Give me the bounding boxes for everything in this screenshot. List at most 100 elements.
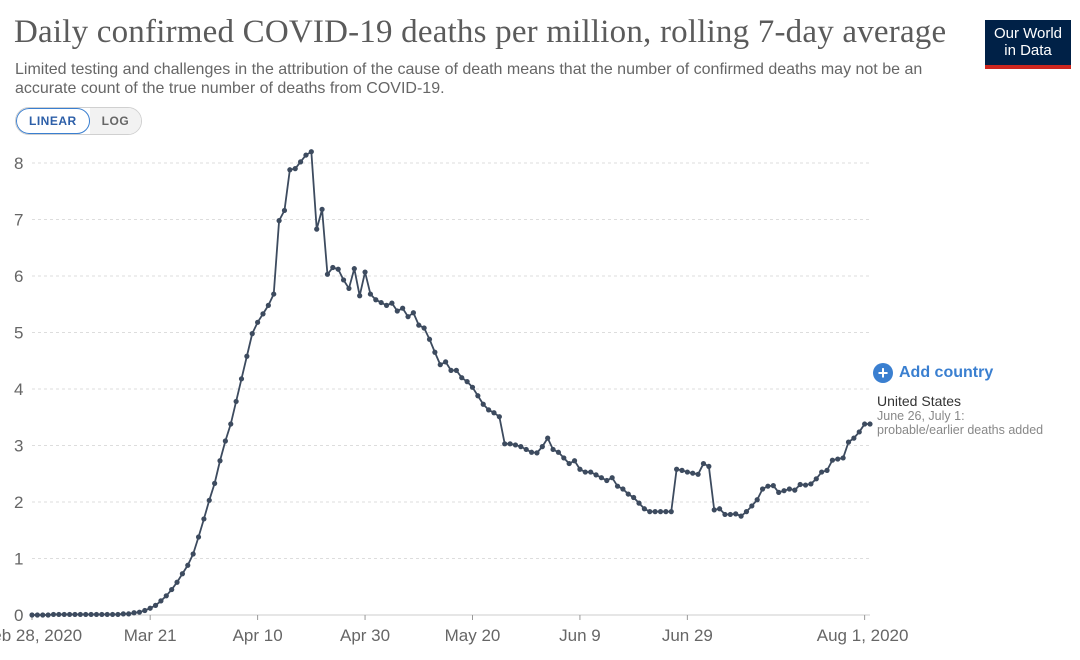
data-point	[743, 509, 750, 515]
data-point	[190, 551, 196, 557]
x-tick-label-1: Mar 21	[124, 626, 177, 645]
data-point	[733, 511, 739, 517]
data-point	[244, 353, 250, 359]
data-point	[480, 401, 486, 407]
data-point	[324, 271, 331, 277]
data-point	[459, 375, 465, 381]
data-point	[206, 497, 212, 503]
data-point	[362, 269, 368, 275]
grid-lines	[32, 162, 870, 559]
data-point	[727, 511, 733, 518]
chart-title: Daily confirmed COVID-19 deaths per mill…	[14, 14, 947, 50]
data-point	[340, 277, 347, 283]
data-point	[754, 497, 760, 503]
data-point	[690, 470, 696, 476]
data-point	[104, 611, 110, 618]
data-point	[813, 476, 819, 482]
scale-toggle: LINEAR LOG	[15, 107, 143, 135]
data-point	[550, 446, 556, 453]
data-point	[534, 450, 540, 456]
data-point	[851, 435, 857, 441]
data-point	[303, 152, 309, 158]
data-point	[72, 611, 78, 618]
data-point	[351, 266, 357, 272]
data-point	[249, 331, 255, 337]
data-point	[383, 302, 390, 308]
data-point	[426, 336, 433, 342]
data-point	[448, 367, 454, 373]
data-point	[228, 421, 234, 427]
data-point	[711, 507, 717, 513]
series-label: United States June 26, July 1: probable/…	[877, 393, 1077, 437]
data-point	[416, 322, 422, 328]
data-point	[136, 609, 143, 615]
data-point	[679, 467, 685, 473]
data-point	[512, 442, 519, 448]
data-point	[604, 477, 610, 484]
data-point	[276, 218, 282, 224]
x-tick-label-3: Apr 30	[340, 626, 390, 645]
data-point	[835, 456, 841, 462]
data-point	[126, 611, 132, 617]
data-point	[641, 506, 647, 512]
data-point	[759, 486, 766, 492]
data-point	[765, 483, 771, 489]
series-name: United States	[877, 393, 962, 409]
data-point	[802, 482, 809, 488]
data-point	[657, 509, 664, 515]
data-point	[443, 359, 449, 365]
data-point	[571, 458, 578, 464]
data-point	[201, 516, 207, 522]
linear-scale-button[interactable]: LINEAR	[16, 108, 90, 134]
data-point	[271, 291, 277, 297]
data-point	[88, 611, 94, 618]
data-point	[781, 488, 787, 494]
data-point	[668, 509, 674, 515]
data-point	[566, 460, 572, 467]
data-point	[115, 611, 121, 618]
data-point	[674, 466, 680, 472]
y-tick-label-6: 6	[14, 267, 23, 286]
series-line	[32, 150, 870, 616]
data-point	[373, 297, 379, 303]
data-point	[67, 611, 73, 618]
data-point	[195, 534, 202, 540]
data-point	[61, 611, 67, 618]
data-point	[29, 612, 35, 618]
data-point	[346, 285, 352, 292]
data-point	[308, 149, 314, 155]
data-point	[77, 611, 83, 618]
data-point	[738, 513, 744, 519]
series-annotation: June 26, July 1: probable/earlier deaths…	[877, 409, 1044, 437]
x-tick-label-4: May 20	[445, 626, 501, 645]
data-point	[142, 607, 148, 614]
data-point	[152, 602, 159, 608]
data-point	[749, 503, 755, 509]
data-point	[158, 598, 164, 604]
data-point	[797, 481, 803, 488]
data-point	[185, 562, 191, 568]
data-point	[255, 319, 261, 325]
data-point	[131, 610, 137, 616]
data-point	[829, 457, 836, 463]
data-point	[663, 509, 669, 515]
data-point	[238, 376, 245, 382]
data-point	[856, 429, 862, 435]
logo-line-1: Our World	[993, 25, 1063, 42]
data-point	[824, 467, 830, 473]
series-united-states	[29, 149, 873, 618]
data-point	[620, 486, 626, 492]
data-point	[421, 325, 427, 331]
owid-logo[interactable]: Our World in Data	[985, 20, 1071, 69]
y-tick-label-5: 5	[14, 324, 23, 343]
x-tick-label-6: Jun 29	[662, 626, 713, 645]
data-point	[507, 441, 513, 447]
data-point	[862, 421, 868, 427]
x-tick-label-5: Jun 9	[559, 626, 601, 645]
log-scale-button[interactable]: LOG	[89, 108, 142, 134]
add-country-button[interactable]: + Add country	[873, 363, 993, 383]
data-point	[93, 611, 100, 618]
data-point	[475, 393, 481, 399]
data-point	[163, 593, 169, 599]
